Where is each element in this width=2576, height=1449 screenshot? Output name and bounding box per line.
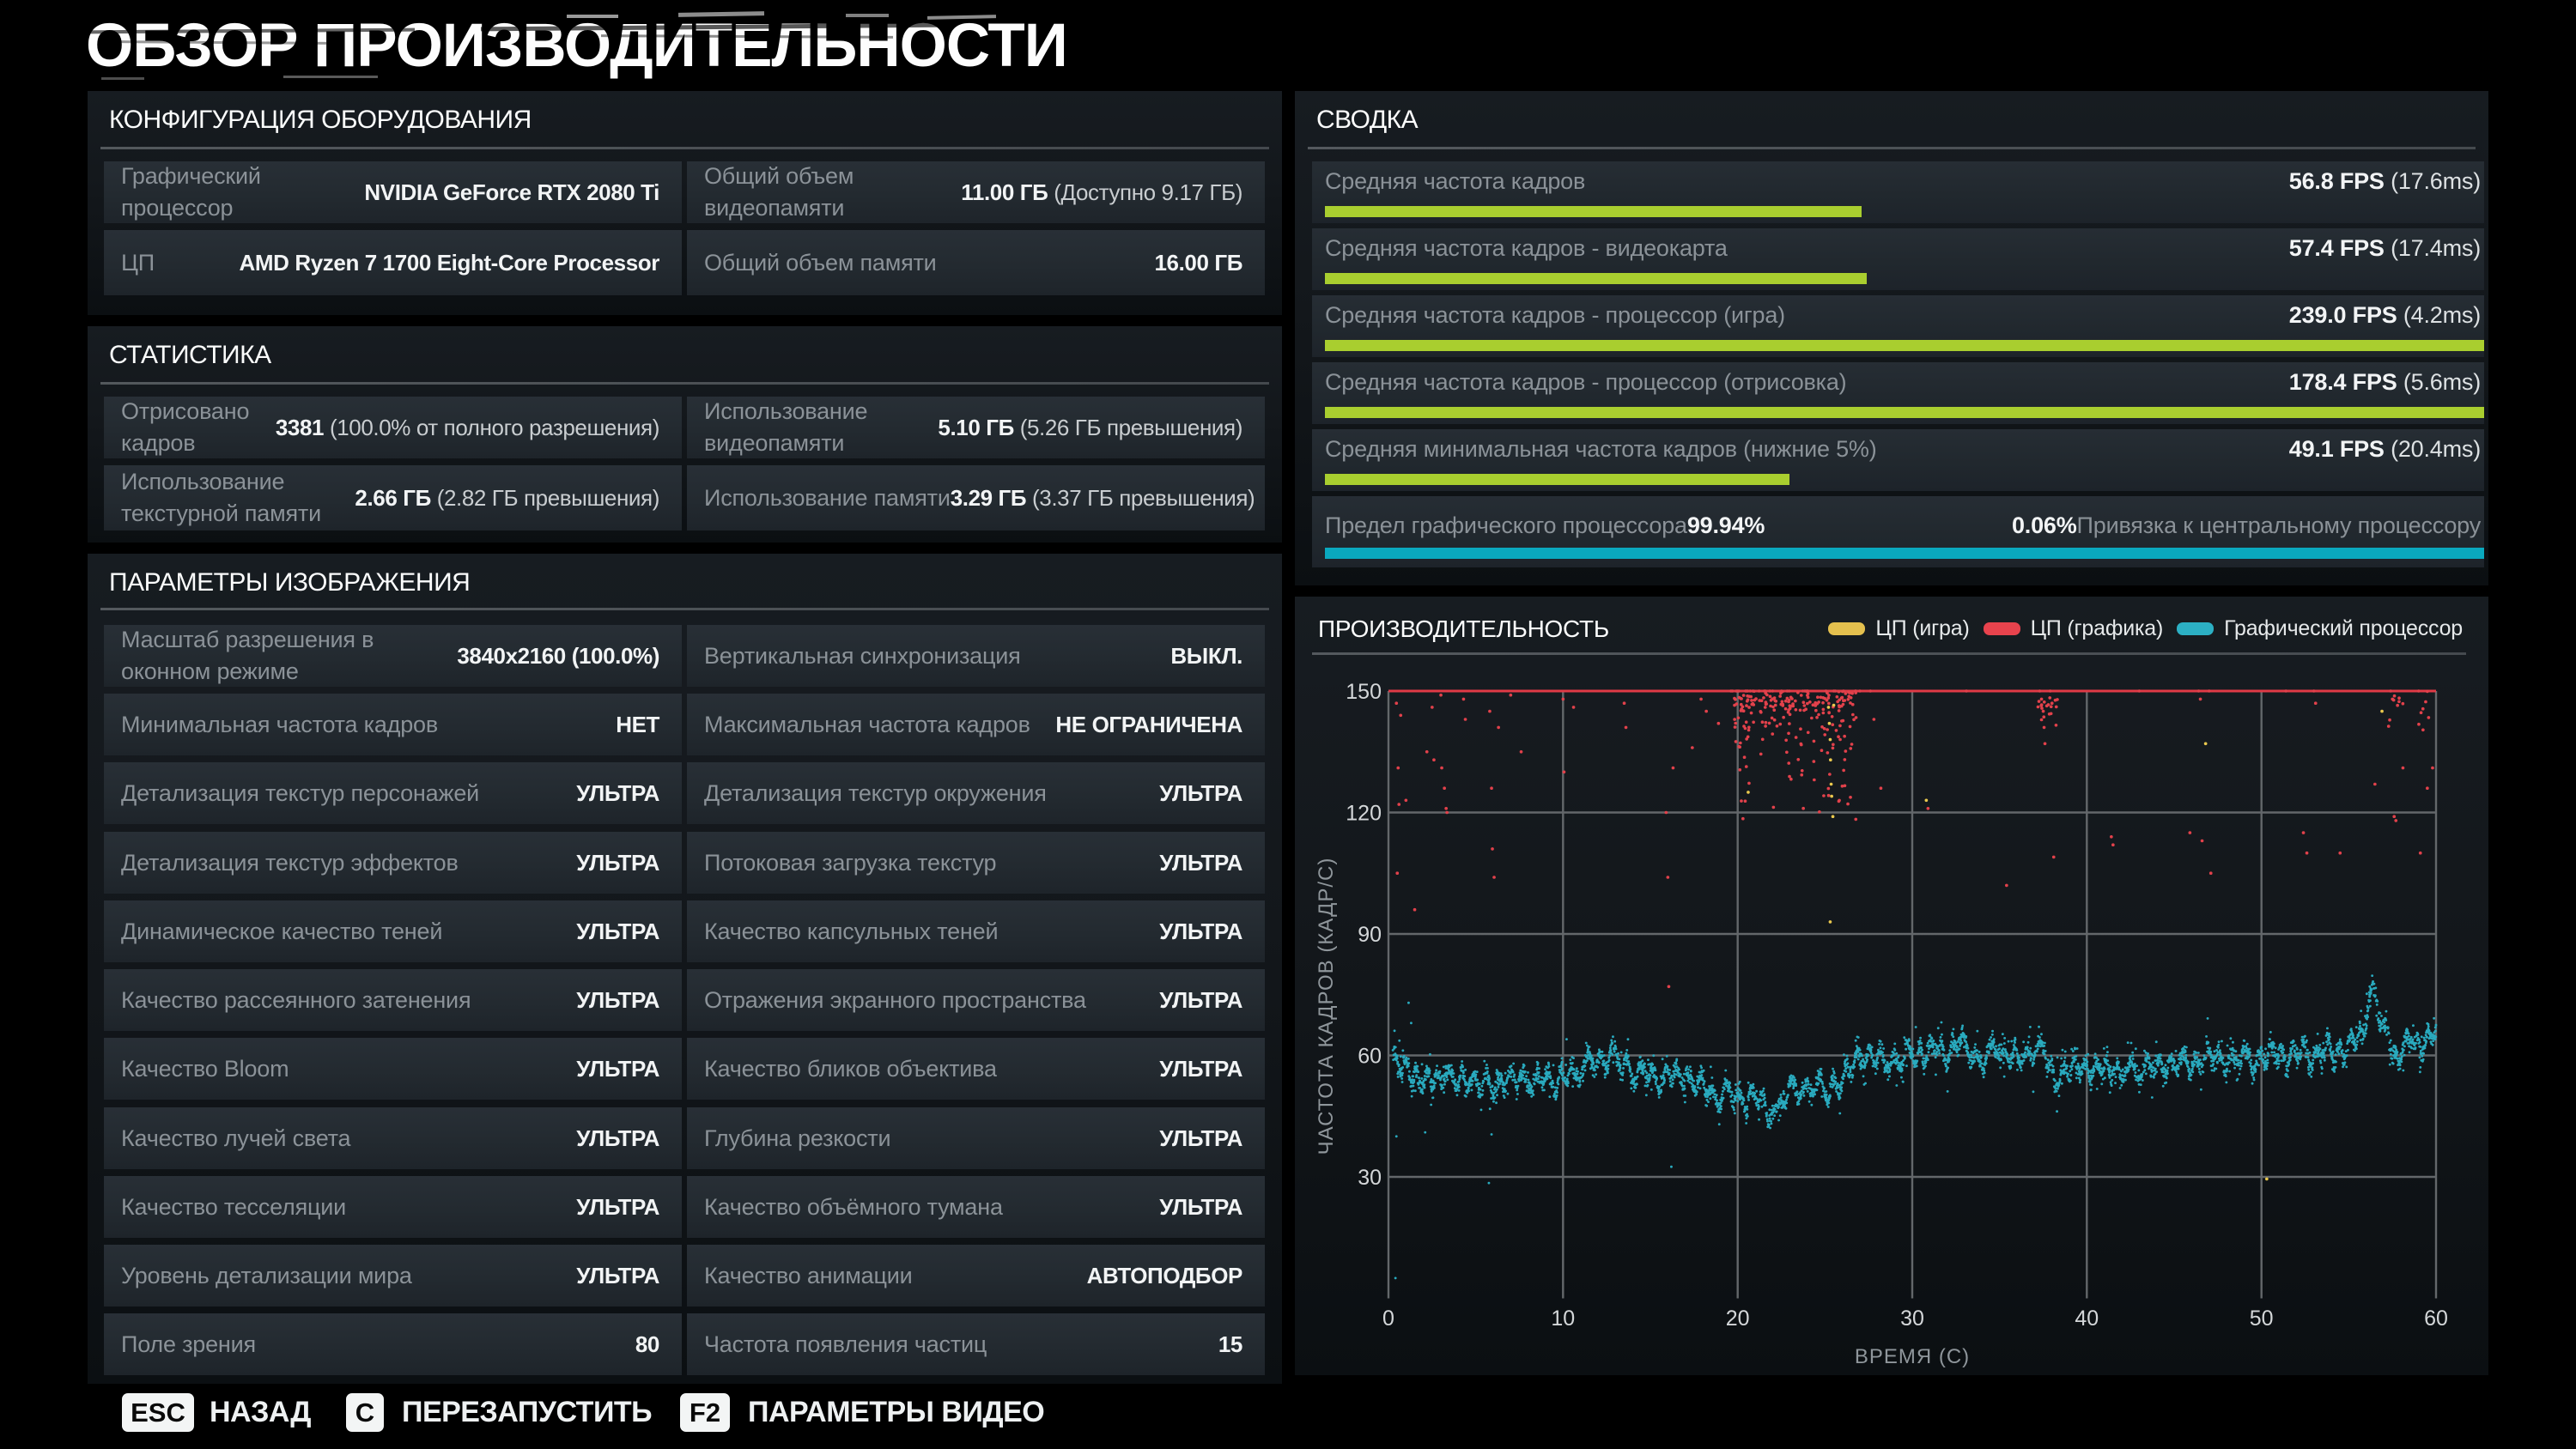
svg-text:10: 10	[1551, 1307, 1575, 1331]
svg-text:90: 90	[1358, 923, 1382, 947]
svg-text:30: 30	[1358, 1166, 1382, 1190]
svg-text:50: 50	[2250, 1307, 2274, 1331]
svg-text:120: 120	[1346, 802, 1382, 826]
svg-text:ВРЕМЯ (С): ВРЕМЯ (С)	[1855, 1345, 1970, 1368]
svg-text:40: 40	[2075, 1307, 2099, 1331]
svg-text:ЧАСТОТА КАДРОВ (КАДР/С): ЧАСТОТА КАДРОВ (КАДР/С)	[1315, 858, 1338, 1155]
svg-text:30: 30	[1900, 1307, 1924, 1331]
svg-text:0: 0	[1382, 1307, 1394, 1331]
svg-text:150: 150	[1346, 680, 1382, 704]
svg-text:60: 60	[2424, 1307, 2448, 1331]
svg-text:60: 60	[1358, 1045, 1382, 1069]
svg-text:20: 20	[1726, 1307, 1750, 1331]
